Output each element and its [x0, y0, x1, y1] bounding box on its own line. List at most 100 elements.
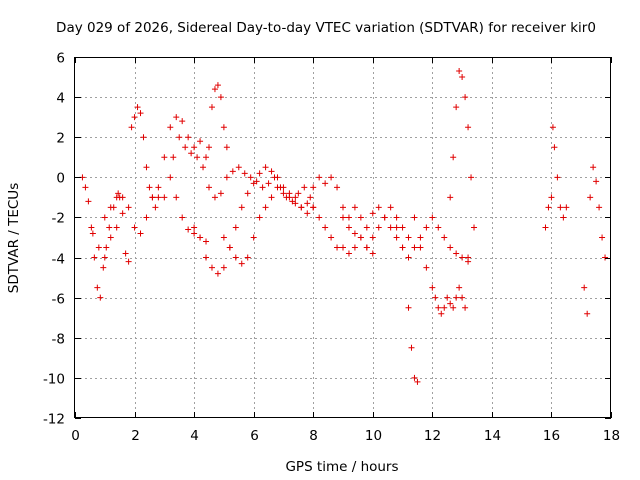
x-tick-label: 16 — [543, 428, 560, 444]
data-point — [146, 184, 153, 191]
data-point — [453, 294, 460, 301]
data-point — [429, 214, 436, 221]
data-point — [211, 194, 218, 201]
data-point — [381, 214, 388, 221]
data-point — [185, 226, 192, 233]
data-point — [462, 304, 469, 311]
data-point — [274, 184, 281, 191]
data-point — [393, 234, 400, 241]
series-s4 — [161, 82, 230, 245]
data-point — [179, 118, 186, 125]
data-point — [441, 234, 448, 241]
data-point — [471, 224, 478, 231]
y-tick-label: -2 — [52, 211, 65, 227]
data-point — [351, 244, 358, 251]
x-tick-label: 14 — [484, 428, 501, 444]
data-point — [447, 194, 454, 201]
y-tick-label: -6 — [52, 292, 65, 308]
y-tick-label: 4 — [56, 91, 65, 107]
data-point — [244, 190, 251, 197]
data-point — [173, 114, 180, 121]
data-point — [405, 254, 412, 261]
data-point — [280, 190, 287, 197]
data-point — [587, 194, 594, 201]
data-point — [206, 184, 212, 191]
grid-lines — [75, 57, 611, 418]
data-point — [208, 264, 215, 271]
data-point — [191, 224, 198, 231]
data-point — [173, 194, 180, 201]
x-tick-label: 2 — [131, 428, 140, 444]
y-tick-label: -10 — [43, 372, 65, 388]
data-point — [250, 180, 257, 187]
data-point — [106, 224, 113, 231]
data-point — [191, 144, 198, 151]
data-point — [82, 184, 89, 191]
data-point — [247, 174, 254, 181]
data-point — [235, 164, 242, 171]
data-point — [334, 244, 341, 251]
y-tick-labels: -12 -10 -8 -6 -4 -2 0 2 4 6 — [43, 51, 65, 428]
y-axis-label: SDTVAR / TECUs — [6, 183, 22, 293]
data-point — [203, 154, 210, 161]
data-point — [435, 224, 442, 231]
data-point — [194, 154, 201, 161]
data-point — [295, 190, 302, 197]
data-point — [274, 174, 281, 181]
data-point — [351, 230, 358, 237]
data-point — [447, 244, 454, 251]
data-point — [405, 234, 412, 241]
data-point — [122, 250, 129, 257]
data-point — [307, 194, 314, 201]
data-point — [197, 138, 204, 145]
data-point — [238, 204, 245, 211]
data-point — [220, 264, 227, 271]
data-point — [328, 234, 335, 241]
data-point — [557, 204, 564, 211]
data-point — [399, 244, 406, 251]
data-point — [468, 174, 475, 181]
data-point — [456, 284, 463, 291]
data-point — [459, 294, 466, 301]
data-point — [414, 378, 421, 385]
data-point — [182, 144, 189, 151]
data-point — [345, 214, 352, 221]
data-point — [188, 150, 195, 157]
data-point — [107, 234, 114, 241]
data-point — [310, 184, 317, 191]
data-point — [450, 304, 457, 311]
data-point — [462, 94, 469, 101]
data-point — [217, 190, 224, 197]
data-point — [167, 124, 174, 131]
data-point — [119, 210, 126, 217]
data-point — [596, 204, 603, 211]
data-point — [161, 194, 168, 201]
data-point — [417, 234, 424, 241]
data-point — [357, 234, 364, 241]
data-point — [220, 124, 227, 131]
data-point — [265, 180, 272, 187]
data-point — [423, 264, 430, 271]
data-point — [131, 114, 138, 121]
data-point — [268, 194, 275, 201]
data-point — [88, 224, 95, 231]
data-point — [581, 284, 588, 291]
data-point — [453, 104, 460, 111]
data-point — [411, 374, 418, 381]
data-point — [560, 214, 567, 221]
x-tick-label: 12 — [424, 428, 441, 444]
series-s8 — [310, 174, 421, 385]
data-point — [292, 200, 299, 207]
y-tick-label: -8 — [52, 332, 65, 348]
data-point — [107, 204, 114, 211]
data-point — [444, 294, 451, 301]
data-point — [256, 170, 263, 177]
data-point — [217, 94, 224, 101]
data-point — [363, 224, 370, 231]
data-point — [113, 194, 120, 201]
data-point — [214, 82, 221, 89]
data-point — [435, 304, 442, 311]
data-point — [316, 214, 323, 221]
data-point — [131, 224, 138, 231]
data-point — [214, 270, 221, 277]
